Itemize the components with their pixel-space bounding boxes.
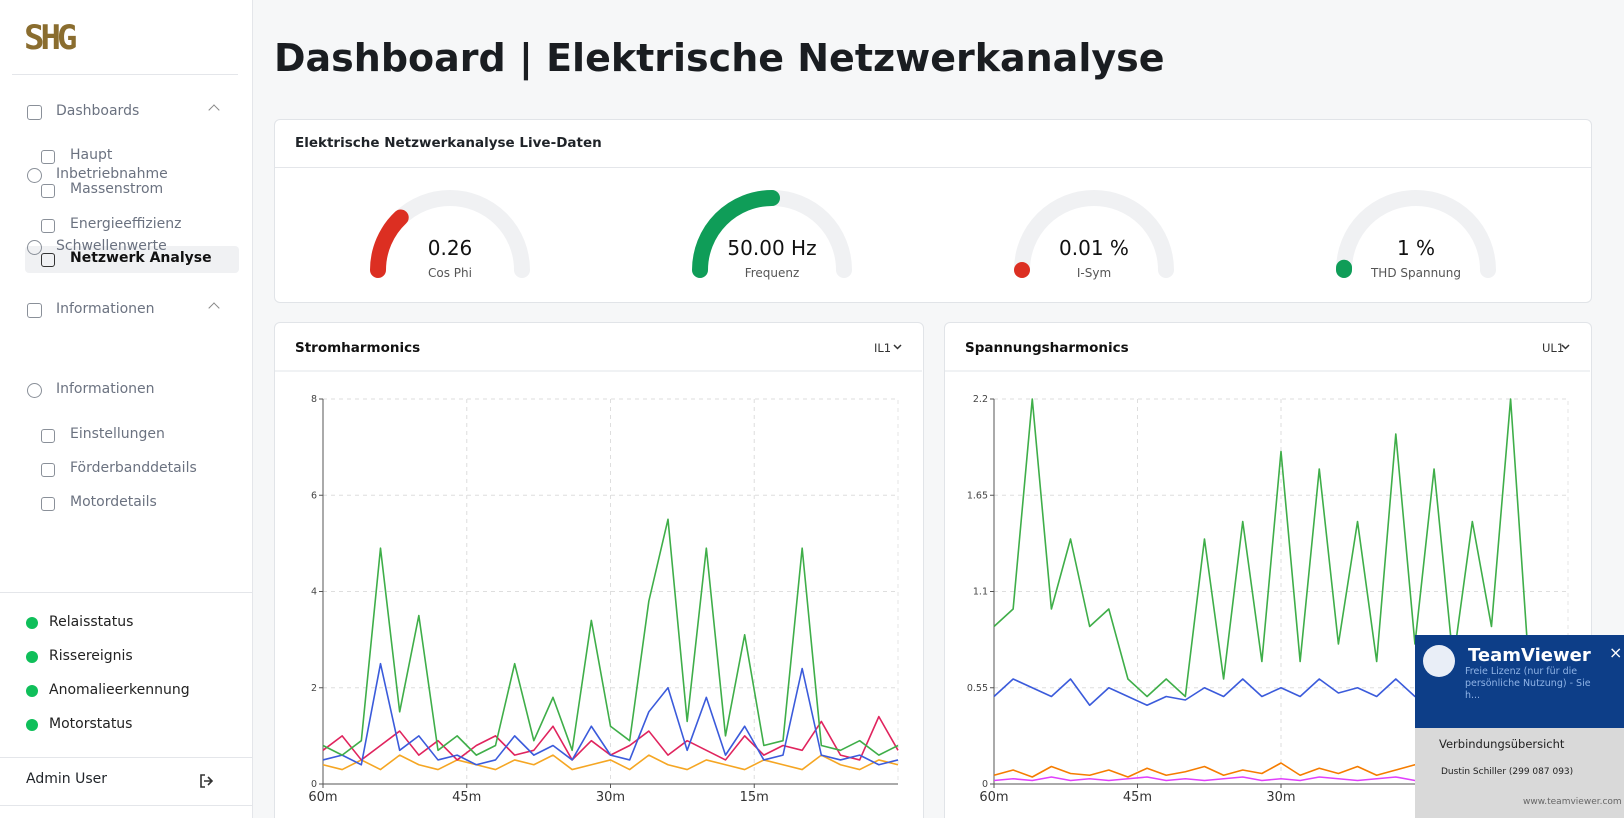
divider — [0, 757, 252, 758]
y-tick-label: 0 — [982, 779, 988, 790]
x-tick-label: 30m — [596, 790, 625, 805]
divider — [0, 805, 252, 806]
gauge-fill — [692, 190, 780, 278]
nav-group[interactable]: Schwellenwerte — [56, 238, 167, 254]
nav-group[interactable]: Informationen — [56, 381, 155, 397]
nav-icon — [41, 497, 55, 511]
dropdown-chevron — [1561, 344, 1570, 350]
nav-item[interactable]: Netzwerk Analyse — [70, 250, 212, 266]
nav-icon — [41, 150, 55, 164]
y-tick-label: 2 — [311, 683, 317, 694]
gauge-label: Cos Phi — [428, 266, 472, 280]
dropdown[interactable]: UL1 — [1542, 341, 1564, 355]
x-tick-label: 60m — [308, 790, 337, 805]
active-bg — [25, 246, 239, 273]
teamviewer-panel: TeamViewer × Freie Lizenz (nur für die p… — [1415, 635, 1624, 818]
gauge-track — [1336, 190, 1496, 278]
gauge-label: THD Spannung — [1370, 266, 1461, 280]
nav-icon — [41, 253, 55, 267]
y-tick-label: 6 — [311, 490, 317, 501]
x-tick-label: 45m — [1123, 790, 1152, 805]
status-dot — [26, 617, 38, 629]
page-title: Dashboard | Elektrische Netzwerkanalyse — [274, 36, 1165, 80]
teamviewer-subtitle: Freie Lizenz (nur für die persönliche Nu… — [1465, 666, 1591, 701]
gauge-fill — [370, 209, 409, 278]
teamviewer-logo — [1423, 645, 1455, 677]
y-tick-label: 8 — [311, 394, 317, 405]
x-tick-label: 60m — [979, 790, 1008, 805]
card-title: Elektrische Netzwerkanalyse Live-Daten — [295, 135, 602, 151]
nav-item[interactable]: Förderbanddetails — [70, 460, 197, 476]
nav-icon — [27, 240, 42, 255]
series-line — [993, 398, 1569, 698]
status-dot — [26, 651, 38, 663]
divider — [0, 592, 252, 593]
chart-title: Spannungsharmonics — [965, 340, 1129, 356]
x-tick-label: 15m — [740, 790, 769, 805]
x-tick-label: 45m — [452, 790, 481, 805]
dropdown[interactable]: IL1 — [874, 341, 891, 355]
teamviewer-title: TeamViewer — [1468, 645, 1591, 666]
x-tick-label: 30m — [1266, 790, 1295, 805]
nav-item[interactable]: Motordetails — [70, 494, 157, 510]
gauge-label: I-Sym — [1077, 266, 1111, 280]
nav-icon — [27, 105, 42, 120]
nav-item[interactable]: Haupt — [70, 147, 113, 163]
nav-icon — [41, 184, 55, 198]
nav-icon — [27, 303, 42, 318]
gauge-value: 1 % — [1397, 236, 1435, 260]
nav-group[interactable]: Inbetriebnahme — [56, 166, 168, 182]
gauge-value: 0.01 % — [1059, 236, 1129, 260]
nav-item[interactable]: Energieeffizienz — [70, 216, 182, 232]
section-title[interactable]: Verbindungsübersicht — [1439, 737, 1565, 751]
nav-item[interactable]: Einstellungen — [70, 426, 165, 442]
gauge-label: Frequenz — [745, 266, 800, 280]
close-button[interactable]: × — [1609, 643, 1623, 662]
y-tick-label: 1.65 — [967, 490, 988, 501]
status-label: Anomalieerkennung — [49, 682, 190, 698]
user-name: Admin User — [26, 771, 107, 787]
status-label: Rissereignis — [49, 648, 133, 664]
chart-title: Stromharmonics — [295, 340, 420, 356]
series-line — [322, 518, 899, 756]
nav-icon — [41, 219, 55, 233]
status-label: Relaisstatus — [49, 614, 134, 630]
nav-icon — [27, 383, 42, 398]
y-tick-label: 2.2 — [973, 394, 988, 405]
sidebar: SHG Admin User Dashboards Haupt Massenstro… — [0, 0, 253, 818]
nav-group[interactable]: Dashboards — [56, 103, 140, 119]
logo: SHG — [24, 18, 77, 58]
y-tick-label: 1.1 — [973, 587, 988, 598]
y-tick-label: 0.55 — [967, 683, 988, 694]
nav-icon — [27, 168, 42, 183]
status-dot — [26, 719, 38, 731]
gauge-track — [1014, 190, 1174, 278]
status-label: Motorstatus — [49, 716, 133, 732]
logout-icon[interactable] — [198, 772, 216, 790]
nav-icon — [41, 429, 55, 443]
divider — [275, 167, 1591, 168]
gauge-value: 50.00 Hz — [727, 236, 816, 260]
nav-item[interactable]: Massenstrom — [70, 181, 164, 197]
contact[interactable]: Dustin Schiller (299 087 093) — [1441, 767, 1574, 777]
y-tick-label: 4 — [311, 587, 317, 598]
divider — [12, 74, 238, 75]
series-line — [322, 754, 899, 771]
nav-icon — [41, 463, 55, 477]
status-dot — [26, 685, 38, 697]
nav-group[interactable]: Informationen — [56, 301, 155, 317]
dropdown-chevron — [893, 344, 902, 350]
gauge-value: 0.26 — [428, 236, 473, 260]
footer-link[interactable]: www.teamviewer.com — [1523, 797, 1622, 807]
series-line — [322, 662, 899, 766]
y-tick-label: 0 — [311, 779, 317, 790]
